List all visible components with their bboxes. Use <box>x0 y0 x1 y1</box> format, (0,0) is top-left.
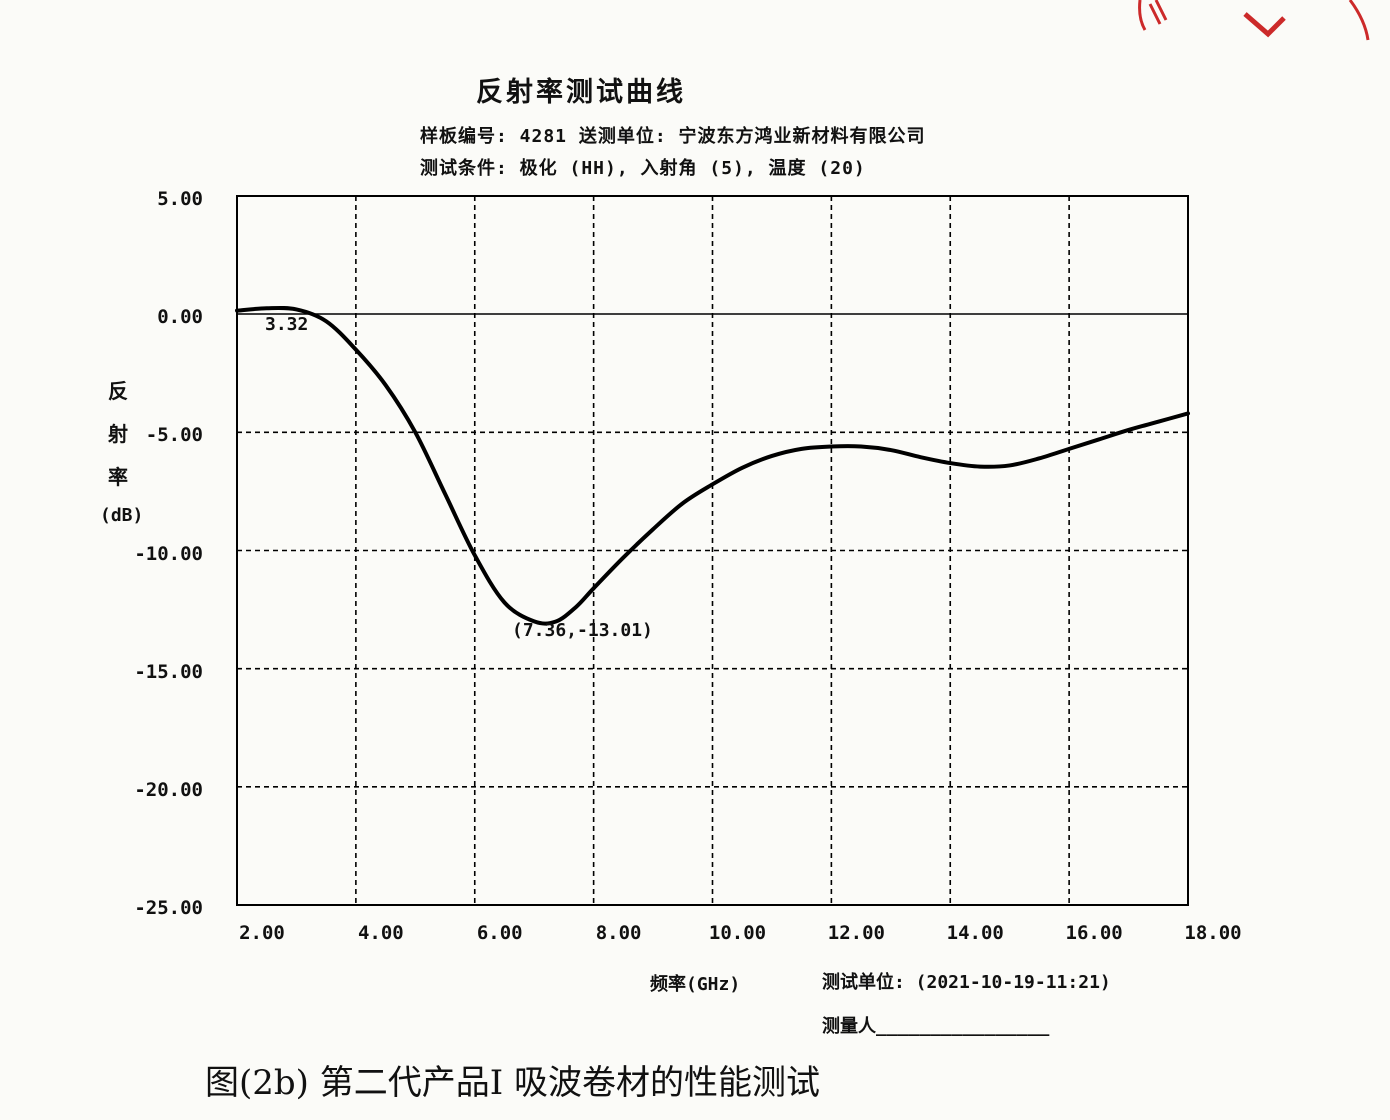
y-tick-label: -10.00 <box>134 542 203 565</box>
y-tick-label: -15.00 <box>134 660 203 683</box>
test-conditions-line: 测试条件: 极化 (HH), 入射角 (5), 温度 (20) <box>420 158 866 179</box>
tester-line: 测量人________________ <box>822 1016 1050 1037</box>
chart-title: 反射率测试曲线 <box>476 77 686 108</box>
grid-lines <box>237 196 1188 905</box>
x-tick-label: 4.00 <box>357 922 404 944</box>
reflectivity-curve <box>235 305 1190 626</box>
x-tick-label: 16.00 <box>1065 922 1123 944</box>
y-tick-label: 0.00 <box>157 306 203 329</box>
test-unit-timestamp: 测试单位: (2021-10-19-11:21) <box>822 972 1111 993</box>
annotation-start: 3.32 <box>265 314 309 335</box>
ylabel-char-1: 反 <box>108 379 128 403</box>
y-tick-label: 5.00 <box>157 188 203 210</box>
figure-caption: 图(2b) 第二代产品I 吸波卷材的性能测试 <box>205 1063 820 1103</box>
ylabel-char-3: 率 <box>108 465 128 489</box>
x-tick-label: 12.00 <box>827 922 885 944</box>
x-axis-label: 频率(GHz) <box>650 974 741 995</box>
ylabel-unit: (dB) <box>100 505 144 526</box>
x-tick-label: 18.00 <box>1184 922 1242 944</box>
ylabel-char-2: 射 <box>108 422 128 446</box>
x-tick-label: 10.00 <box>708 922 767 944</box>
y-tick-label: -25.00 <box>134 897 203 919</box>
red-stamp-fragment <box>1138 0 1370 41</box>
x-tick-label: 2.00 <box>239 922 285 944</box>
x-tick-label: 14.00 <box>946 922 1004 944</box>
sample-info-line: 样板编号: 4281 送测单位: 宁波东方鸿业新材料有限公司 <box>420 126 926 147</box>
y-tick-label: -5.00 <box>145 424 203 447</box>
y-tick-label: -20.00 <box>134 778 203 801</box>
annotation-minimum: (7.36,-13.01) <box>512 620 653 641</box>
x-tick-label: 6.00 <box>476 922 523 944</box>
x-tick-label: 8.00 <box>595 922 642 944</box>
plot-frame <box>236 195 1189 906</box>
